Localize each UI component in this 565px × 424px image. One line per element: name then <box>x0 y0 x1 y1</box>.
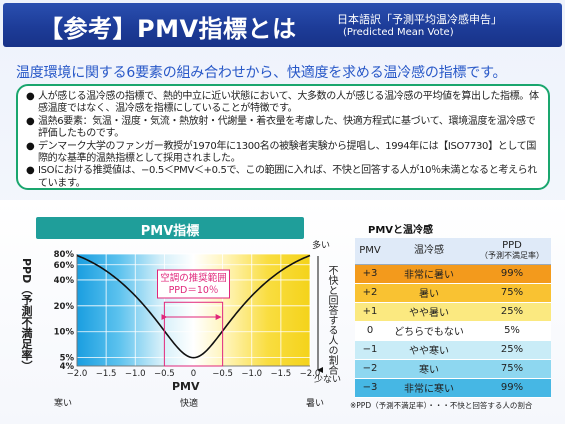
x-category-comfort: 快適 <box>180 399 199 409</box>
title-english-name: (Predicted Mean Vote) <box>343 27 454 38</box>
y-tick-label: 10% <box>54 328 75 338</box>
cell-feel: 非常に寒い <box>385 378 473 398</box>
cell-pmv: +3 <box>355 264 385 284</box>
cell-feel: 暑い <box>385 283 473 303</box>
title-bar: 【参考】PMV指標とは 日本語訳「予測平均温冷感申告」 (Predicted M… <box>3 3 562 47</box>
header-feel: 温冷感 <box>385 238 473 265</box>
table-row: −2 寒い 75% <box>355 359 551 379</box>
cell-feel: やや寒い <box>385 340 473 360</box>
x-category-hot: 暑い <box>306 399 325 409</box>
info-box: 人が感じる温冷感の指標で、熱的中立に近い状態において、大多数の人が感じる温冷感の… <box>16 84 550 190</box>
header-ppd-label: PPD <box>502 239 522 251</box>
y-tick-label: 40% <box>54 276 75 286</box>
cell-feel: やや暑い <box>385 302 473 322</box>
chart-x-label: PMV <box>172 380 200 393</box>
cell-pmv: −2 <box>355 359 385 379</box>
cell-ppd: 25% <box>473 302 551 322</box>
chart-y-label: PPD（予測不満足率） <box>20 258 33 372</box>
cell-ppd: 99% <box>473 264 551 284</box>
x-category-cold: 寒い <box>54 399 73 409</box>
cell-ppd: 25% <box>473 340 551 360</box>
y-tick-label: 20% <box>54 302 75 312</box>
page-title: 【参考】PMV指標とは <box>39 15 297 43</box>
chart-axes <box>76 254 310 367</box>
cell-ppd: 99% <box>473 378 551 398</box>
x-tick-label: −0.5 <box>212 369 233 379</box>
cell-feel: 非常に暑い <box>385 264 473 284</box>
chart-title-bar: PMV指標 <box>36 217 304 239</box>
table-title: PMVと温冷感 <box>368 225 434 236</box>
x-tick-label: −2.0 <box>67 369 88 379</box>
header-ppd: PPD （予測不満足率） <box>473 238 551 265</box>
annotation-text: 空調の推奨範囲 <box>160 272 227 284</box>
cell-feel: どちらでもない <box>385 321 473 341</box>
cell-pmv: 0 <box>355 321 385 341</box>
cell-feel: 寒い <box>385 359 473 379</box>
x-tick-label: −0.5 <box>154 369 175 379</box>
x-tick-label: −2.0 <box>300 369 321 379</box>
header-pmv: PMV <box>355 238 385 265</box>
y-tick-label: 4% <box>60 362 75 372</box>
header-ppd-sub: （予測不満足率） <box>480 250 544 260</box>
cell-ppd: 75% <box>473 283 551 303</box>
table-header-row: PMV 温冷感 PPD （予測不満足率） <box>355 238 551 265</box>
ppd-curve <box>76 254 311 359</box>
annotation-text: PPD＝10％ <box>169 285 219 296</box>
table-row: −3 非常に寒い 99% <box>355 378 551 398</box>
lead-text: 温度環境に関する6要素の組み合わせから、快適度を求める温冷感の指標です。 <box>16 65 507 81</box>
cell-pmv: +1 <box>355 302 385 322</box>
recommended-range <box>163 301 224 367</box>
table-row: 0 どちらでもない 5% <box>355 321 551 341</box>
table-footnote: ※PPD（予測不満足率）・・・不快と回答する人の割合 <box>350 401 533 410</box>
y-tick-label: 80% <box>54 250 75 260</box>
side-label-top: 多い <box>312 241 331 251</box>
title-japanese-translation: 日本語訳「予測平均温冷感申告」 <box>337 13 502 26</box>
table-row: +3 非常に暑い 99% <box>355 264 551 284</box>
pmv-table: PMV 温冷感 PPD （予測不満足率） +3 非常に暑い 99% +2 暑い … <box>355 238 551 398</box>
chart-title: PMV指標 <box>140 224 200 239</box>
cell-pmv: −3 <box>355 378 385 398</box>
cell-ppd: 75% <box>473 359 551 379</box>
y-tick-label: 60% <box>54 261 75 271</box>
bullet-list: 人が感じる温冷感の指標で、熱的中立に近い状態において、大多数の人が感じる温冷感の… <box>26 91 540 190</box>
bullet-item: ISOにおける推奨値は、−0.5＜PMV＜+0.5で、この範囲に入れば、不快と回… <box>26 165 540 190</box>
y-tick-label: 5% <box>60 354 75 364</box>
x-tick-label: −1.5 <box>271 369 292 379</box>
table-row: −1 やや寒い 25% <box>355 340 551 360</box>
x-tick-label: −1.0 <box>125 369 146 379</box>
bullet-item: デンマーク大学のファンガー教授が1970年に1300名の被験者実験から提唱し、1… <box>26 141 540 166</box>
annotation-box <box>157 269 230 299</box>
side-label-bottom: 少ない <box>314 375 342 385</box>
x-tick-label: −1.5 <box>96 369 117 379</box>
x-tick-label: −1.0 <box>241 369 262 379</box>
cell-pmv: −1 <box>355 340 385 360</box>
cell-ppd: 5% <box>473 321 551 341</box>
side-label-vertical: 不快と回答する人の割合 <box>326 265 337 375</box>
bullet-item: 人が感じる温冷感の指標で、熱的中立に近い状態において、大多数の人が感じる温冷感の… <box>26 91 540 116</box>
cell-pmv: +2 <box>355 283 385 303</box>
table-row: +2 暑い 75% <box>355 283 551 303</box>
table-row: +1 やや暑い 25% <box>355 302 551 322</box>
x-tick-label: 0 <box>191 369 196 379</box>
bullet-item: 温熱6要素：気温・湿度・気流・熱放射・代謝量・着衣量を考慮した、快適方程式に基づ… <box>26 116 540 141</box>
